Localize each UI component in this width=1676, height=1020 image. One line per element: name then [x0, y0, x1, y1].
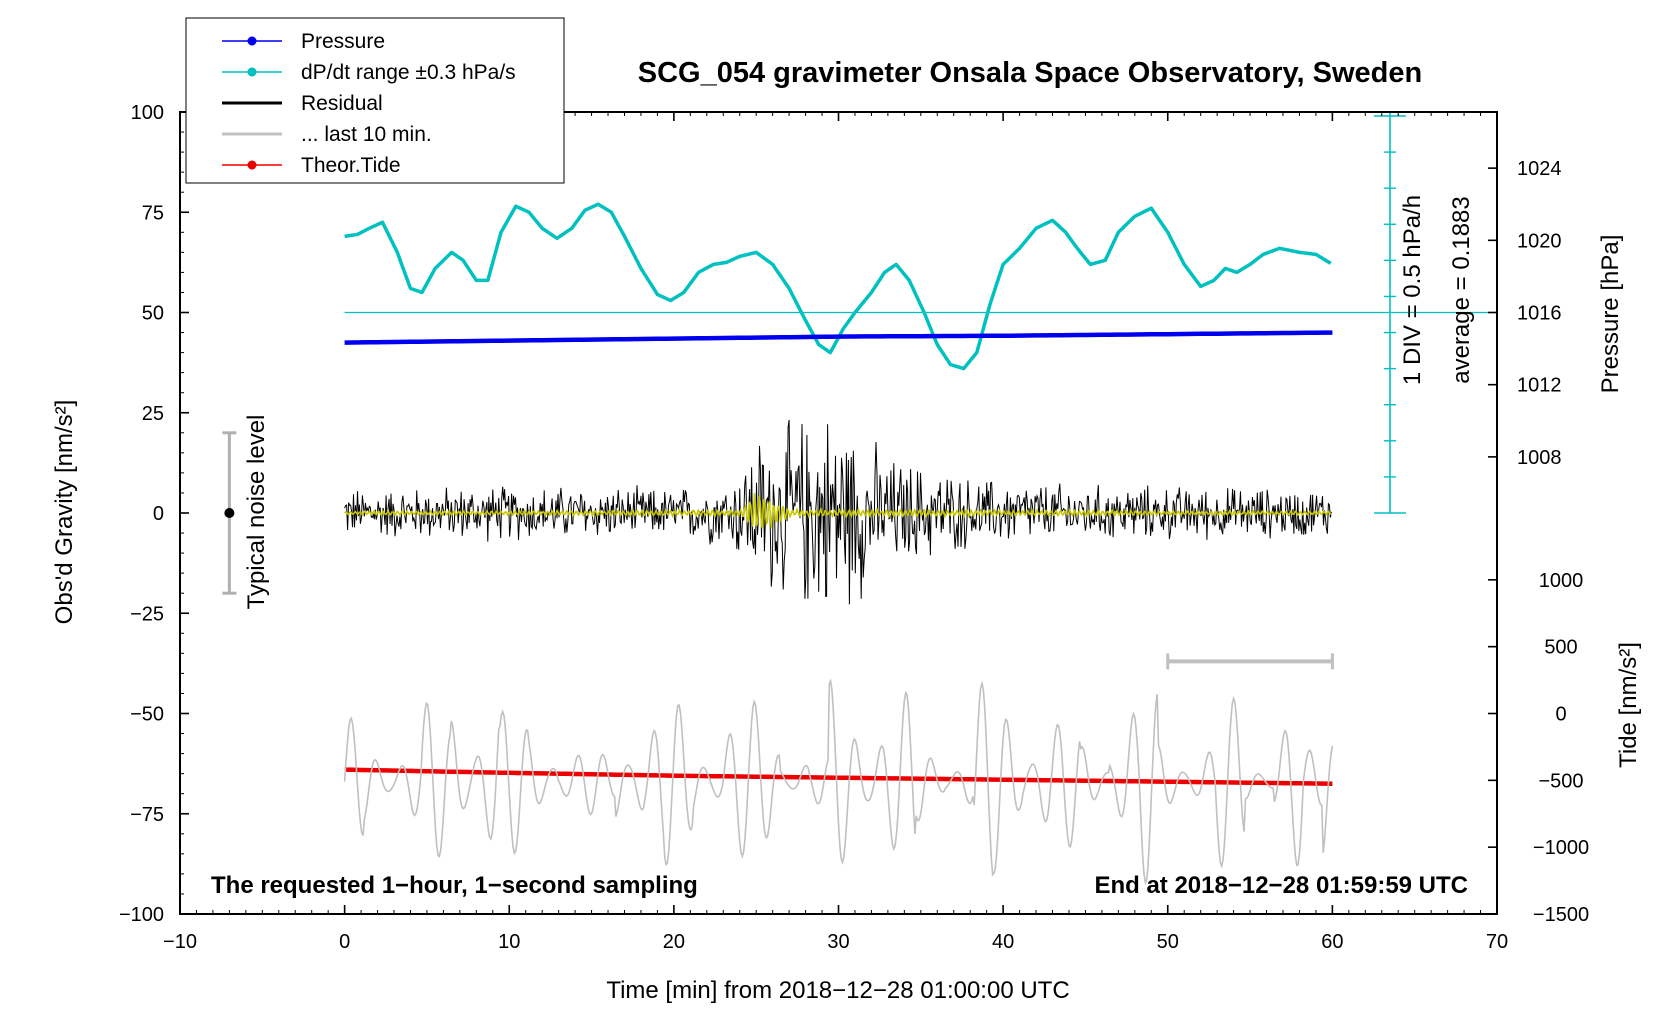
x-tick-label: 20: [663, 931, 685, 953]
tide-series-layer: [344, 767, 1333, 786]
typical-noise-bar: [222, 431, 237, 595]
tide-tick-label: −1500: [1533, 904, 1589, 926]
average-label: average = 0.1883: [1448, 196, 1475, 384]
legend-label: ... last 10 min.: [301, 123, 432, 146]
legend-items: Pressure dP/dt range ±0.3 hPa/s Residual..…: [222, 30, 516, 177]
legend-box: [185, 17, 565, 184]
residual-series-layer: [344, 419, 1332, 605]
legend-label: Residual: [301, 92, 383, 115]
noise-label: Typical noise level: [243, 415, 270, 610]
y-left-tick-label: −25: [130, 603, 164, 625]
y-left-tick-label: 75: [142, 202, 164, 224]
x-tick-label: 40: [992, 931, 1014, 953]
legend: Pressure dP/dt range ±0.3 hPa/s Residual..…: [185, 17, 565, 184]
legend-label: Theor.Tide: [301, 154, 401, 177]
pressure-series: [344, 330, 1333, 345]
last10-series: [343, 678, 1334, 886]
pressure-tick-label: 1012: [1517, 375, 1562, 397]
note-end-time: End at 2018−12−28 01:59:59 UTC: [1094, 872, 1468, 899]
legend-marker: [247, 36, 257, 46]
legend-marker: [247, 67, 257, 77]
note-sampling: The requested 1−hour, 1−second sampling: [211, 872, 698, 899]
div-label: 1 DIV = 0.5 hPa/h: [1399, 195, 1426, 385]
tide-tick-label: 1000: [1539, 570, 1584, 592]
residual-smooth-series: [344, 493, 1332, 529]
x-tick-label: 0: [339, 931, 350, 953]
y-axis-left-label: Obs'd Gravity [nm/s²]: [51, 400, 78, 625]
y-left-tick-label: 100: [131, 102, 164, 124]
tide-tick-label: 500: [1544, 637, 1577, 659]
x-axis-label: Time [min] from 2018−12−28 01:00:00 UTC: [606, 977, 1069, 1004]
dpdt-division-scale: [1373, 112, 1406, 514]
dpdt-series-layer: [344, 202, 1332, 371]
last10-scale-bar: [1166, 653, 1334, 670]
legend-label: Pressure: [301, 30, 385, 53]
residual-series: [344, 419, 1332, 605]
dpdt-series: [344, 202, 1332, 371]
axis-ticks: −10 0 10 20 30 40 50 60 701007550250−25−50−75−10…: [119, 102, 1589, 953]
pressure-series-layer: [344, 330, 1333, 345]
pressure-tick-label: 1008: [1517, 447, 1562, 469]
x-tick-label: 70: [1486, 931, 1508, 953]
residual-smooth-layer: [344, 493, 1332, 529]
chart-title: SCG_054 gravimeter Onsala Space Observat…: [638, 57, 1422, 89]
legend-marker: [247, 160, 257, 170]
last10-series-layer: [343, 678, 1334, 886]
tide-tick-label: −1000: [1533, 837, 1589, 859]
y-left-tick-label: −100: [119, 904, 164, 926]
x-tick-label: −10: [163, 931, 197, 953]
pressure-tick-label: 1016: [1517, 303, 1562, 325]
tide-axis-label: Tide [nm/s²]: [1615, 642, 1642, 768]
y-left-tick-label: 0: [153, 503, 164, 525]
y-left-tick-label: 25: [142, 403, 164, 425]
pressure-axis-label: Pressure [hPa]: [1597, 235, 1624, 394]
pressure-tick-label: 1020: [1517, 230, 1562, 252]
tide-series: [344, 767, 1333, 786]
noise-bar-dot: [224, 508, 235, 518]
x-tick-label: 10: [498, 931, 520, 953]
tide-tick-label: −500: [1538, 770, 1583, 792]
y-left-tick-label: −50: [130, 704, 164, 726]
y-left-tick-label: −75: [130, 804, 164, 826]
y-left-tick-label: 50: [142, 303, 164, 325]
x-tick-label: 60: [1321, 931, 1343, 953]
x-tick-label: 50: [1157, 931, 1179, 953]
legend-label: dP/dt range ±0.3 hPa/s: [301, 61, 516, 84]
tide-tick-label: 0: [1555, 704, 1566, 726]
x-tick-label: 30: [827, 931, 849, 953]
pressure-tick-label: 1024: [1517, 158, 1562, 180]
